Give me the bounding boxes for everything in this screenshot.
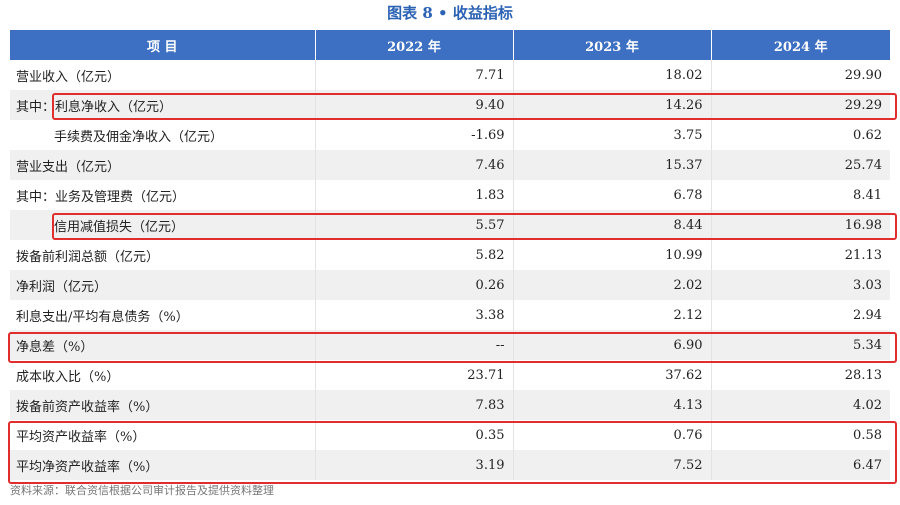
row-label-cell: 其中：利息净收入（亿元） <box>10 90 316 120</box>
row-label: 手续费及佣金净收入（亿元） <box>54 129 224 145</box>
cell-2023: 6.78 <box>513 180 712 210</box>
cell-2023: 2.12 <box>513 300 712 330</box>
cell-2022: 0.35 <box>315 420 514 450</box>
cell-2024: 4.02 <box>711 390 890 420</box>
table-row: 平均净资产收益率（%） 3.19 7.52 6.47 <box>10 450 890 480</box>
cell-2022: 7.83 <box>315 390 514 420</box>
cell-2024: 21.13 <box>844 247 882 263</box>
row-label: 信用减值损失（亿元） <box>54 219 185 235</box>
row-label: 成本收入比（%） <box>10 360 316 390</box>
cell-2024: 6.47 <box>711 450 890 480</box>
row-label: 其中：业务及管理费（亿元） <box>10 180 316 210</box>
table-row: 其中：利息净收入（亿元） 9.40 14.26 29.29 <box>10 90 890 120</box>
cell-2022: 1.83 <box>315 180 514 210</box>
table-row: 其中：业务及管理费（亿元） 1.83 6.78 8.41 <box>10 180 890 210</box>
row-label: 平均净资产收益率（%） <box>10 450 316 480</box>
table-title: 图表 8 • 收益指标 <box>387 4 513 22</box>
table-row: 净利润（亿元） 0.26 2.02 3.03 <box>10 270 890 300</box>
table-row: 营业支出（亿元） 7.46 15.37 25.74 <box>10 150 890 180</box>
row-label: 营业收入（亿元） <box>10 60 316 90</box>
cell-2024: 0.58 <box>853 427 882 443</box>
cell-2022: -- <box>315 330 514 360</box>
table-row: 拨备前资产收益率（%） 7.83 4.13 4.02 <box>10 390 890 420</box>
table-row: 营业收入（亿元） 7.71 18.02 29.90 <box>10 60 890 90</box>
cell-2023: 37.62 <box>513 360 712 390</box>
cell-2024: 29.90 <box>844 67 882 83</box>
cell-2024: 5.34 <box>711 330 890 360</box>
row-label-cell: 手续费及佣金净收入（亿元） <box>10 120 316 150</box>
table-row: 净息差（%） -- 6.90 5.34 <box>10 330 890 360</box>
cell-2022: 9.40 <box>315 90 514 120</box>
row-label: 净息差（%） <box>10 330 316 360</box>
cell-2022: 3.19 <box>315 450 514 480</box>
table-row: 信用减值损失（亿元） 5.57 8.44 16.98 <box>10 210 890 240</box>
cell-2022: 7.71 <box>315 60 514 90</box>
cell-2023: 4.13 <box>513 390 712 420</box>
row-label: 拨备前资产收益率（%） <box>10 390 316 420</box>
cell-2022: -1.69 <box>315 120 514 150</box>
cell-2024: 25.74 <box>711 150 890 180</box>
row-label-cell: 信用减值损失（亿元） <box>10 210 316 240</box>
cell-2022: 5.82 <box>315 240 514 270</box>
cell-2024: 16.98 <box>711 210 890 240</box>
header-2024: 2024 年 <box>711 30 890 60</box>
cell-2023: 2.02 <box>513 270 712 300</box>
cell-2023: 8.44 <box>513 210 712 240</box>
header-2023: 2023 年 <box>513 30 712 60</box>
cell-2024: 3.03 <box>711 270 890 300</box>
table-row: 成本收入比（%） 23.71 37.62 28.13 <box>10 360 890 390</box>
cell-2022: 3.38 <box>315 300 514 330</box>
cell-2023: 18.02 <box>513 60 712 90</box>
cell-2024: 28.13 <box>844 367 882 383</box>
cell-2024: 0.62 <box>853 127 882 143</box>
row-label: 营业支出（亿元） <box>10 150 316 180</box>
row-label: 利息净收入（亿元） <box>55 99 173 115</box>
table-row: 利息支出/平均有息债务（%） 3.38 2.12 2.94 <box>10 300 890 330</box>
table-row: 手续费及佣金净收入（亿元） -1.69 3.75 0.62 <box>10 120 890 150</box>
cell-2024: 8.41 <box>853 187 882 203</box>
row-label: 平均资产收益率（%） <box>10 420 316 450</box>
cell-2023: 0.76 <box>513 420 712 450</box>
row-label: 利息支出/平均有息债务（%） <box>10 300 316 330</box>
cell-2023: 10.99 <box>513 240 712 270</box>
cell-2024: 2.94 <box>853 307 882 323</box>
cell-2022: 23.71 <box>315 360 514 390</box>
cell-2024: 29.29 <box>711 90 890 120</box>
cell-2022: 7.46 <box>315 150 514 180</box>
row-label: 净利润（亿元） <box>10 270 316 300</box>
row-prefix: 其中： <box>16 99 56 115</box>
row-label: 拨备前利润总额（亿元） <box>10 240 316 270</box>
source-note: 资料来源：联合资信根据公司审计报告及提供资料整理 <box>10 484 274 497</box>
header-row: 项 目 2022 年 2023 年 2024 年 <box>10 30 890 60</box>
income-metrics-table: 项 目 2022 年 2023 年 2024 年 营业收入（亿元） 7.71 1… <box>10 30 890 480</box>
header-2022: 2022 年 <box>315 30 514 60</box>
cell-2023: 6.90 <box>513 330 712 360</box>
header-item: 项 目 <box>10 30 316 60</box>
cell-2023: 14.26 <box>513 90 712 120</box>
cell-2023: 7.52 <box>513 450 712 480</box>
cell-2022: 5.57 <box>315 210 514 240</box>
cell-2023: 15.37 <box>513 150 712 180</box>
table-row: 拨备前利润总额（亿元） 5.82 10.99 21.13 <box>10 240 890 270</box>
cell-2022: 0.26 <box>315 270 514 300</box>
table-row: 平均资产收益率（%） 0.35 0.76 0.58 <box>10 420 890 450</box>
cell-2023: 3.75 <box>513 120 712 150</box>
